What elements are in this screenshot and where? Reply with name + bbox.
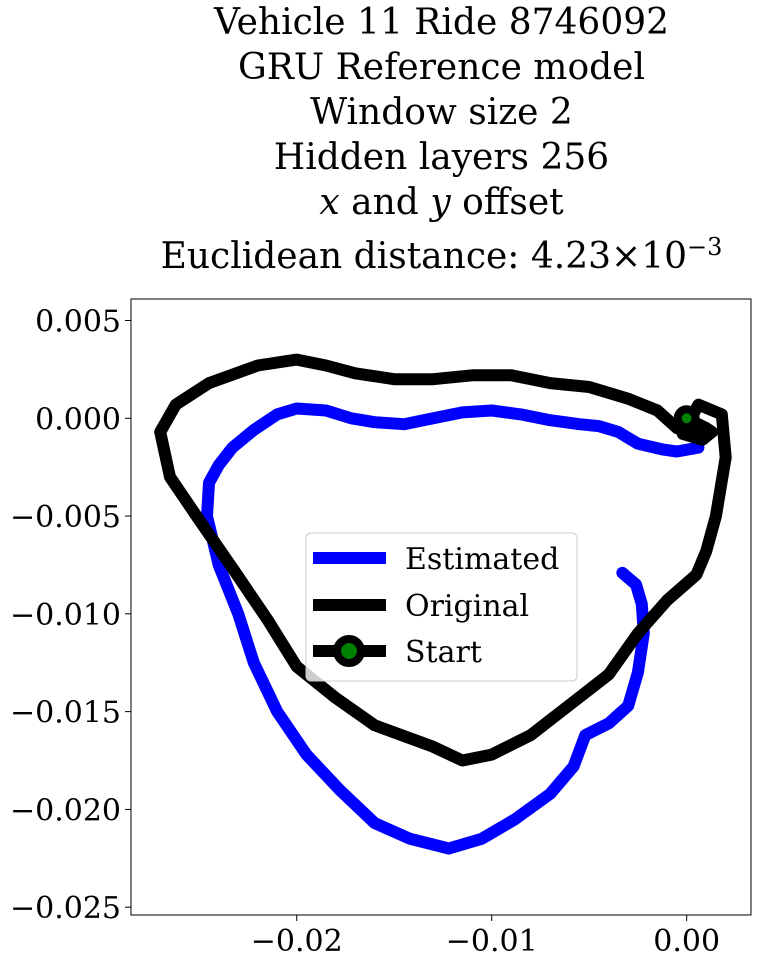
legend-estimated-label: Estimated	[405, 542, 559, 577]
title-and: and	[351, 182, 419, 223]
x-tick-label: −0.02	[251, 924, 343, 959]
series-estimated-line	[201, 402, 705, 855]
title-x-var: x	[319, 182, 340, 223]
plot-area	[154, 353, 732, 855]
title-line-4: Hidden layers 256	[273, 137, 610, 178]
title-times: ×	[611, 236, 642, 277]
title-line-6: Euclidean distance: 4.23×10−3	[0, 225, 759, 279]
y-tick-label: −0.015	[10, 696, 121, 731]
y-tick-label: −0.010	[10, 598, 121, 633]
title-y-var: y	[430, 182, 451, 223]
plot-frame	[130, 298, 752, 916]
x-tick-label: −0.01	[446, 924, 538, 959]
chart-title: Vehicle 11 Ride 8746092 GRU Reference mo…	[0, 0, 759, 279]
x-axis: −0.02 −0.01 0.00	[251, 915, 720, 959]
y-axis: 0.005 0.000 −0.005 −0.010 −0.015 −0.020 −0.025	[10, 305, 131, 926]
start-marker	[673, 405, 700, 432]
title-line-2: GRU Reference model	[238, 47, 645, 88]
y-tick-label: 0.000	[35, 402, 121, 437]
title-distance-prefix: Euclidean distance: 4.23	[160, 236, 612, 277]
legend-original-label: Original	[405, 589, 529, 624]
y-tick-label: −0.005	[10, 500, 121, 535]
legend: Estimated Original Start	[305, 532, 578, 682]
y-tick-label: 0.005	[35, 305, 121, 340]
title-line-5: x and y offset	[0, 180, 759, 225]
title-line-1: Vehicle 11 Ride 8746092	[213, 2, 670, 43]
y-tick-label: −0.025	[10, 891, 121, 926]
y-tick-label: −0.020	[10, 793, 121, 828]
legend-box	[305, 532, 578, 682]
legend-start-label: Start	[405, 635, 482, 670]
title-offset-word: offset	[462, 182, 564, 223]
legend-start-marker	[333, 635, 365, 667]
title-base: 10	[641, 236, 688, 277]
title-exponent: −3	[687, 233, 723, 261]
title-line-3: Window size 2	[310, 92, 573, 133]
series-original-line	[154, 353, 732, 767]
x-tick-label: 0.00	[653, 924, 720, 959]
